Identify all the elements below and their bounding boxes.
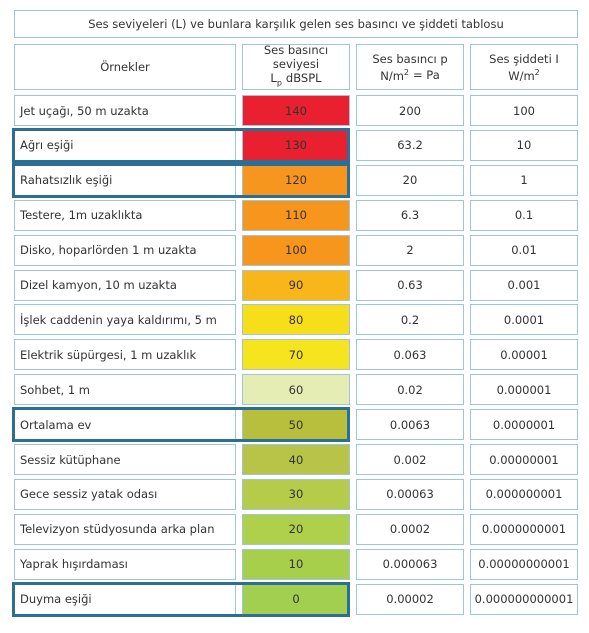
header-pressure: Ses basıncı p N/m2 = Pa (356, 44, 464, 90)
intensity-cell: 100 (470, 95, 578, 126)
table-title: Ses seviyeleri (L) ve bunlara karşılık g… (14, 10, 578, 38)
level-cell: 70 (242, 339, 350, 371)
header-intensity: Ses şiddeti I W/m2 (470, 44, 578, 90)
level-cell: 80 (242, 304, 350, 336)
header-unit: Lp dBSPL (270, 71, 321, 90)
example-cell: Yaprak hışırdaması (14, 548, 236, 580)
pressure-cell: 2 (356, 234, 464, 266)
pressure-cell: 0.002 (356, 444, 464, 475)
intensity-cell: 0.00001 (470, 339, 578, 371)
level-cell: 130 (242, 129, 350, 161)
superscript: 2 (403, 67, 409, 77)
subscript: p (276, 78, 282, 88)
highlight-box (12, 162, 350, 198)
example-cell: Sohbet, 1 m (14, 374, 236, 406)
level-cell: 90 (242, 269, 350, 301)
header-unit: N/m2 = Pa (380, 66, 440, 83)
example-cell: Testere, 1m uzaklıkta (14, 199, 236, 231)
pressure-cell: 0.00063 (356, 478, 464, 510)
intensity-cell: 0.1 (470, 199, 578, 231)
example-cell: Disko, hoparlörden 1 m uzakta (14, 234, 236, 266)
level-cell: 110 (242, 199, 350, 231)
pressure-cell: 0.0002 (356, 513, 464, 545)
intensity-cell: 0.01 (470, 234, 578, 266)
header-text: Ses basıncı seviyesi (263, 43, 329, 72)
pressure-cell: 0.063 (356, 339, 464, 371)
header-examples: Örnekler (14, 44, 236, 90)
level-cell: 30 (242, 478, 350, 510)
example-cell: İşlek caddenin yaya kaldırımı, 5 m (14, 304, 236, 336)
intensity-cell: 0.00000000001 (470, 548, 578, 580)
level-cell: 100 (242, 234, 350, 266)
level-cell: 10 (242, 548, 350, 580)
unit: W/m (508, 68, 535, 83)
unit: dBSPL (285, 71, 322, 86)
pressure-cell: 63.2 (356, 129, 464, 161)
example-cell: Televizyon stüdyosunda arka plan (14, 513, 236, 545)
level-cell: 60 (242, 374, 350, 406)
header-text: Ses basıncı p (372, 51, 448, 66)
header-unit: W/m2 (508, 66, 540, 83)
highlight-box (12, 581, 350, 617)
level-cell: 140 (242, 95, 350, 126)
intensity-cell: 1 (470, 164, 578, 196)
level-cell: 40 (242, 444, 350, 475)
intensity-cell: 0.0000000001 (470, 513, 578, 545)
intensity-cell: 0.0001 (470, 304, 578, 336)
pressure-cell: 6.3 (356, 199, 464, 231)
example-cell: Elektrik süpürgesi, 1 m uzaklık (14, 339, 236, 371)
level-cell: 20 (242, 513, 350, 545)
header-level: Ses basıncı seviyesi Lp dBSPL (242, 43, 350, 90)
header-text: Ses şiddeti I (489, 51, 559, 66)
symbol: L (270, 71, 277, 86)
highlight-box (12, 407, 350, 443)
pressure-cell: 200 (356, 95, 464, 126)
superscript: 2 (534, 67, 540, 77)
pressure-cell: 20 (356, 164, 464, 196)
intensity-cell: 0.0000001 (470, 409, 578, 441)
example-cell: Sessiz kütüphane (14, 444, 236, 475)
example-cell: Jet uçağı, 50 m uzakta (14, 95, 236, 126)
intensity-cell: 0.001 (470, 269, 578, 301)
highlight-box (12, 127, 350, 163)
unit-rest: = Pa (413, 68, 440, 83)
level-cell: 120 (242, 164, 350, 196)
intensity-cell: 0.000001 (470, 374, 578, 406)
pressure-cell: 0.0063 (356, 409, 464, 441)
unit: N/m (380, 68, 404, 83)
intensity-cell: 0.00000001 (470, 444, 578, 475)
intensity-cell: 10 (470, 129, 578, 161)
pressure-cell: 0.00002 (356, 583, 464, 615)
example-cell: Gece sessiz yatak odası (14, 478, 236, 510)
example-cell: Dizel kamyon, 10 m uzakta (14, 269, 236, 301)
pressure-cell: 0.02 (356, 374, 464, 406)
pressure-cell: 0.63 (356, 269, 464, 301)
intensity-cell: 0.000000001 (470, 478, 578, 510)
intensity-cell: 0.000000000001 (470, 583, 578, 615)
pressure-cell: 0.2 (356, 304, 464, 336)
pressure-cell: 0.000063 (356, 548, 464, 580)
